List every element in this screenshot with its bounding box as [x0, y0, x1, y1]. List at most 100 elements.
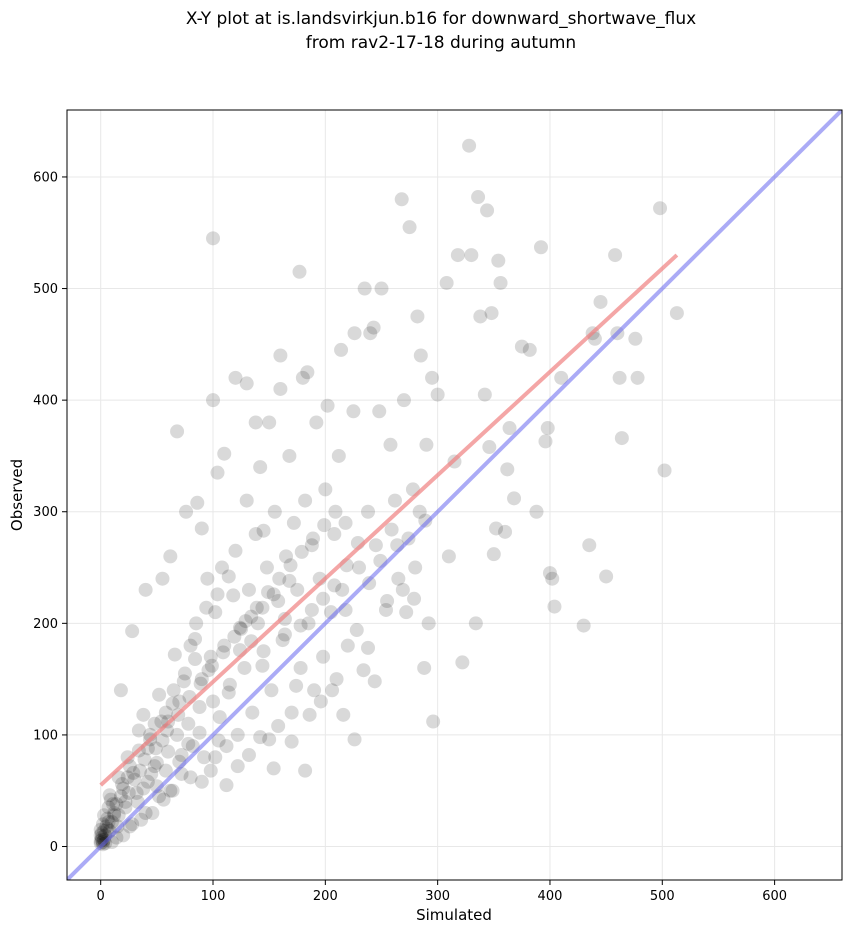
data-point-111	[380, 594, 395, 609]
data-point-195	[138, 582, 153, 597]
data-point-93	[316, 649, 331, 664]
reference-lines	[67, 110, 842, 880]
data-point-223	[289, 678, 304, 693]
data-point-156	[542, 566, 557, 581]
data-point-25	[127, 772, 142, 787]
data-point-284	[384, 522, 399, 537]
data-point-131	[450, 248, 465, 263]
data-point-72	[256, 644, 271, 659]
data-point-298	[221, 569, 236, 584]
data-point-45	[181, 716, 196, 731]
data-point-51	[197, 750, 212, 765]
data-point-286	[407, 591, 422, 606]
data-point-275	[283, 558, 298, 573]
data-point-101	[338, 515, 353, 530]
data-point-289	[293, 618, 308, 633]
data-point-262	[137, 752, 152, 767]
data-point-191	[179, 504, 194, 519]
data-point-86	[295, 370, 310, 385]
data-point-216	[221, 685, 236, 700]
data-point-226	[325, 683, 340, 698]
data-point-154	[538, 434, 553, 449]
chart-title-line-1: X-Y plot at is.landsvirkjun.b16 for down…	[186, 9, 696, 29]
data-point-224	[302, 707, 317, 722]
data-point-290	[304, 602, 319, 617]
data-point-184	[239, 376, 254, 391]
grid-lines	[67, 110, 842, 880]
data-point-74	[262, 415, 277, 430]
data-point-236	[208, 750, 223, 765]
data-point-57	[215, 560, 229, 575]
data-point-150	[514, 339, 529, 354]
data-point-128	[439, 275, 454, 290]
data-point-158	[547, 599, 562, 614]
data-point-310	[120, 770, 135, 785]
data-point-102	[340, 638, 355, 653]
data-point-305	[176, 674, 191, 689]
plot-frame	[66, 109, 843, 881]
y-tick-label-3: 300	[33, 505, 58, 520]
data-point-44	[177, 666, 192, 681]
data-point-136	[471, 190, 486, 205]
data-point-180	[300, 365, 315, 380]
data-point-77	[271, 594, 286, 609]
data-point-235	[426, 714, 441, 729]
data-point-68	[245, 705, 260, 720]
data-point-106	[361, 504, 376, 519]
data-point-34	[149, 755, 164, 770]
data-point-22	[118, 800, 133, 815]
data-point-99	[331, 448, 346, 463]
data-point-294	[349, 623, 364, 638]
data-point-61	[226, 588, 241, 603]
data-point-46	[183, 638, 198, 653]
data-point-301	[255, 600, 270, 615]
data-point-41	[170, 727, 185, 742]
data-point-296	[199, 600, 214, 615]
data-point-201	[107, 808, 122, 823]
data-point-315	[158, 763, 173, 778]
data-point-90	[307, 683, 322, 698]
data-point-9	[99, 819, 114, 834]
data-point-6	[93, 822, 108, 837]
data-point-135	[468, 616, 483, 631]
data-point-147	[500, 462, 515, 477]
data-point-62	[228, 543, 243, 558]
data-point-215	[212, 710, 227, 725]
data-point-159	[554, 370, 569, 385]
data-point-80	[279, 549, 294, 564]
data-point-105	[357, 281, 372, 296]
data-point-146	[498, 524, 513, 539]
data-point-50	[194, 672, 209, 687]
data-point-189	[210, 465, 225, 480]
data-point-173	[657, 463, 672, 478]
data-point-104	[352, 560, 367, 575]
data-point-311	[140, 774, 155, 789]
data-point-278	[317, 518, 332, 533]
data-point-79	[275, 633, 290, 648]
data-point-182	[347, 326, 362, 341]
data-point-267	[193, 676, 208, 691]
data-point-276	[294, 544, 309, 559]
data-point-36	[155, 733, 170, 748]
data-point-196	[125, 624, 140, 639]
data-point-176	[292, 264, 307, 279]
data-point-222	[277, 627, 292, 642]
data-point-143	[489, 521, 504, 536]
data-point-126	[425, 370, 440, 385]
data-point-209	[152, 687, 167, 702]
data-point-73	[259, 560, 274, 575]
data-point-282	[362, 576, 377, 591]
data-point-71	[253, 460, 268, 475]
data-point-287	[418, 513, 433, 528]
y-tick-label-5: 500	[33, 282, 58, 297]
data-point-48	[189, 616, 204, 631]
y-tick-label-2: 200	[33, 617, 58, 632]
data-point-157	[545, 571, 560, 586]
data-point-263	[148, 741, 163, 756]
data-point-247	[165, 783, 180, 798]
data-point-153	[533, 240, 548, 255]
data-point-193	[163, 549, 178, 564]
x-tick-label-6: 600	[762, 889, 787, 904]
data-point-67	[241, 582, 256, 597]
data-point-187	[217, 446, 232, 461]
